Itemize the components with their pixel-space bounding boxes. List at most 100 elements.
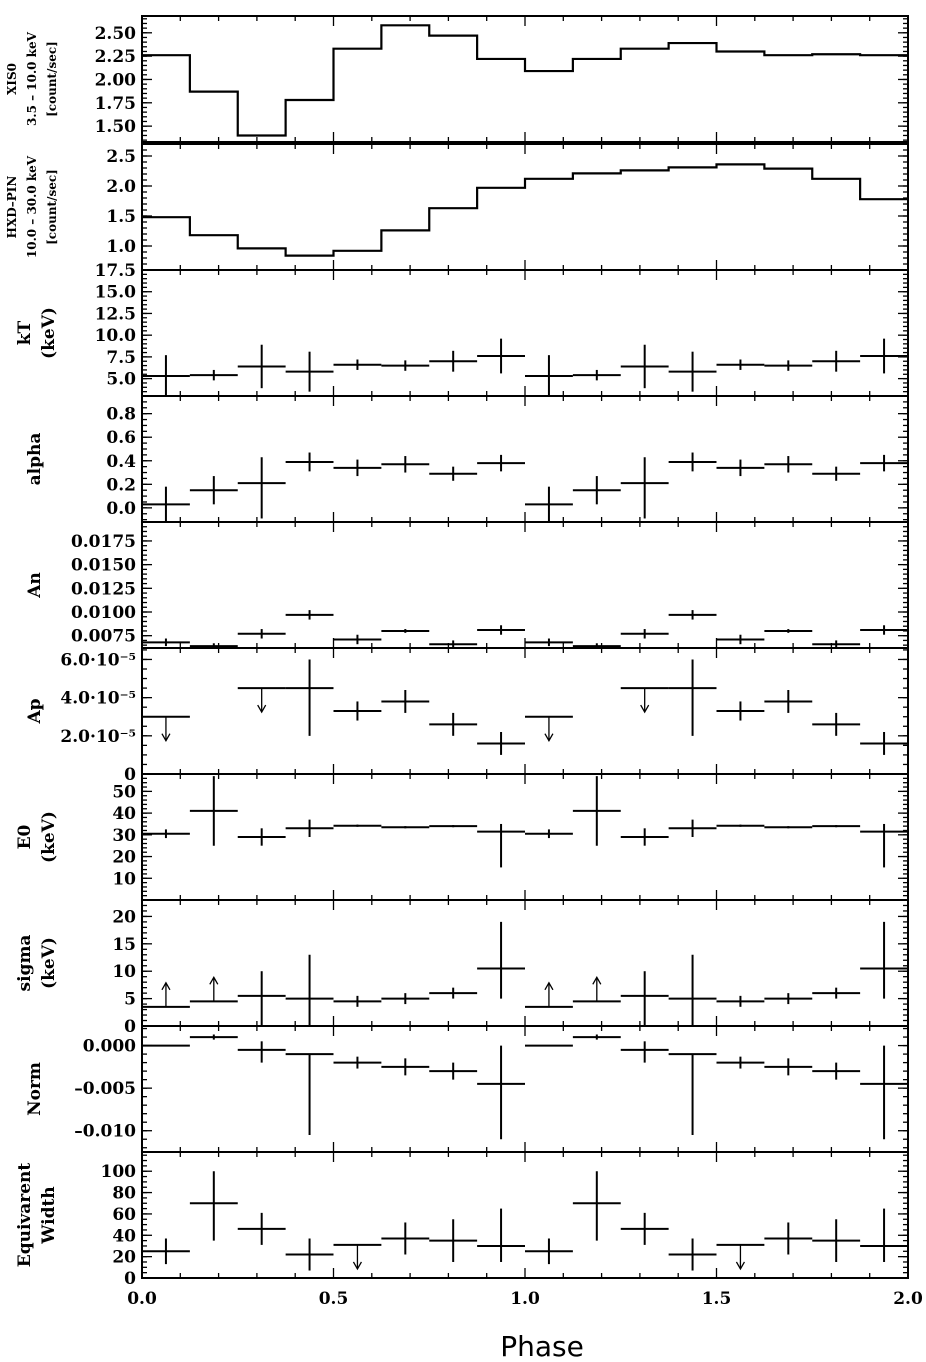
y-tick-label: 6.0·10⁻⁵ — [60, 650, 136, 670]
upper-limit-arrowhead — [544, 733, 554, 743]
y-tick-label: 2.5 — [106, 147, 136, 167]
y-tick-label: 2.0·10⁻⁵ — [60, 727, 136, 747]
y-tick-label: 15.0 — [95, 283, 137, 303]
y-tick-label: 0 — [124, 1269, 136, 1289]
x-tick-label: 1.5 — [702, 1289, 732, 1309]
y-tick-label: 0.4 — [106, 452, 136, 472]
y-tick-label: 30 — [112, 826, 136, 846]
y-tick-label: 0.0075 — [71, 627, 136, 647]
y-tick-label: 0.0175 — [71, 532, 136, 552]
y-axis-label: sigma — [15, 935, 35, 992]
y-tick-label: 0.0 — [106, 499, 136, 519]
y-tick-label: 5.0 — [106, 370, 136, 390]
y-tick-label: 100 — [101, 1162, 137, 1182]
upper-limit-arrowhead — [161, 733, 171, 743]
panel-An: 0.0175 0.0150 0.0125 0.0100 0.0075 An — [25, 521, 909, 649]
y-axis-label: E0 — [15, 824, 35, 849]
upper-limit-arrowhead — [735, 1261, 746, 1271]
panel-norm: 0.000 –0.005 –0.010 Norm — [25, 1025, 909, 1153]
y-tick-label: 2.0 — [106, 177, 136, 197]
x-tick-label: 0.0 — [127, 1289, 157, 1309]
y-axis-label: Equivarent — [15, 1163, 35, 1268]
y-tick-label: 20 — [112, 1248, 136, 1268]
y-axis-label: XIS0 — [5, 63, 19, 95]
y-axis-label: An — [25, 572, 45, 599]
count-rate-step-line — [142, 163, 908, 257]
y-axis-label: Ap — [25, 698, 45, 724]
y-axis-label: [count/sec] — [45, 169, 59, 245]
y-tick-label: 5 — [124, 990, 136, 1010]
y-tick-label: 10 — [112, 962, 136, 982]
panel-frame — [141, 647, 909, 775]
upper-limit-arrowhead — [352, 1261, 363, 1271]
y-tick-label: 60 — [112, 1205, 136, 1225]
x-tick-label: 1.0 — [510, 1289, 540, 1309]
y-tick-label: 1.50 — [95, 117, 137, 137]
count-rate-step-line — [142, 24, 908, 137]
panel-frame — [141, 15, 909, 143]
y-tick-label: 40 — [112, 804, 136, 824]
panel-sigma: 20 15 10 5 0 sigma (keV) — [15, 899, 909, 1037]
x-tick-label: 0.5 — [319, 1289, 349, 1309]
panel-frame — [141, 395, 909, 523]
x-axis: 0.0 0.5 1.0 1.5 2.0 — [127, 1289, 923, 1309]
y-tick-label: –0.005 — [74, 1079, 136, 1099]
y-axis-label: (keV) — [39, 811, 59, 863]
lower-limit-arrowhead — [161, 981, 171, 991]
y-tick-label: 7.5 — [106, 348, 136, 368]
upper-limit-arrowhead — [257, 704, 267, 714]
panel-frame — [141, 1151, 909, 1279]
panel-frame — [141, 269, 909, 397]
lower-limit-arrowhead — [544, 981, 554, 991]
y-axis-label: Norm — [25, 1062, 45, 1116]
y-axis-label: kT — [15, 320, 35, 345]
x-axis-label: Phase — [500, 1330, 584, 1362]
y-tick-label: 0.8 — [106, 405, 136, 425]
y-axis-label: alpha — [25, 433, 45, 486]
y-tick-label: 15 — [112, 935, 136, 955]
y-tick-label: 0 — [124, 1017, 136, 1037]
x-tick-label: 2.0 — [893, 1289, 923, 1309]
y-tick-label: 40 — [112, 1226, 136, 1246]
y-tick-label: 0.2 — [106, 475, 136, 495]
panel-hxd: 2.5 2.0 1.5 1.0 HXD–PIN 10.0 – 30.0 keV [count… — [5, 143, 909, 271]
y-tick-label: 0 — [124, 765, 136, 785]
y-axis-label: 3.5 – 10.0 keV — [25, 31, 39, 126]
y-tick-label: 2.25 — [95, 47, 136, 67]
upper-limit-arrowhead — [640, 704, 650, 714]
y-tick-label: 0.6 — [106, 428, 136, 448]
y-tick-label: 0.0150 — [71, 556, 136, 576]
y-axis-label: (keV) — [39, 307, 59, 359]
y-tick-label: 4.0·10⁻⁵ — [60, 689, 136, 709]
y-tick-label: 0.0100 — [71, 603, 136, 623]
y-tick-label: 2.00 — [95, 70, 137, 90]
y-axis-label: Width — [39, 1186, 59, 1244]
y-tick-label: –0.010 — [74, 1122, 136, 1142]
y-tick-label: 20 — [112, 848, 136, 868]
y-axis-label: 10.0 – 30.0 keV — [25, 155, 39, 258]
panel-frame — [141, 143, 909, 271]
panel-Ap: 6.0·10⁻⁵ 4.0·10⁻⁵ 2.0·10⁻⁵ 0 Ap — [25, 647, 909, 785]
y-tick-label: 50 — [112, 782, 136, 802]
y-tick-label: 0.0125 — [71, 579, 136, 599]
y-axis-label: HXD–PIN — [5, 176, 19, 239]
y-tick-label: 80 — [112, 1184, 136, 1204]
y-tick-label: 17.5 — [95, 261, 136, 281]
y-tick-label: 10.0 — [95, 326, 137, 346]
lower-limit-arrowhead — [209, 976, 219, 985]
y-tick-label: 2.50 — [95, 24, 137, 44]
y-axis-label: [count/sec] — [45, 41, 59, 117]
y-tick-label: 1.5 — [106, 207, 136, 227]
panel-kT: 17.515.012.510.07.55.0 kT (keV) — [15, 261, 909, 397]
y-tick-label: 10 — [112, 869, 136, 889]
y-tick-label: 12.5 — [95, 304, 136, 324]
y-tick-label: 1.0 — [106, 237, 136, 257]
y-axis-label: (keV) — [39, 937, 59, 989]
panel-alpha: 0.8 0.6 0.4 0.2 0.0 alpha — [25, 395, 909, 523]
y-tick-label: 0.000 — [83, 1037, 136, 1057]
lower-limit-arrowhead — [592, 976, 602, 985]
